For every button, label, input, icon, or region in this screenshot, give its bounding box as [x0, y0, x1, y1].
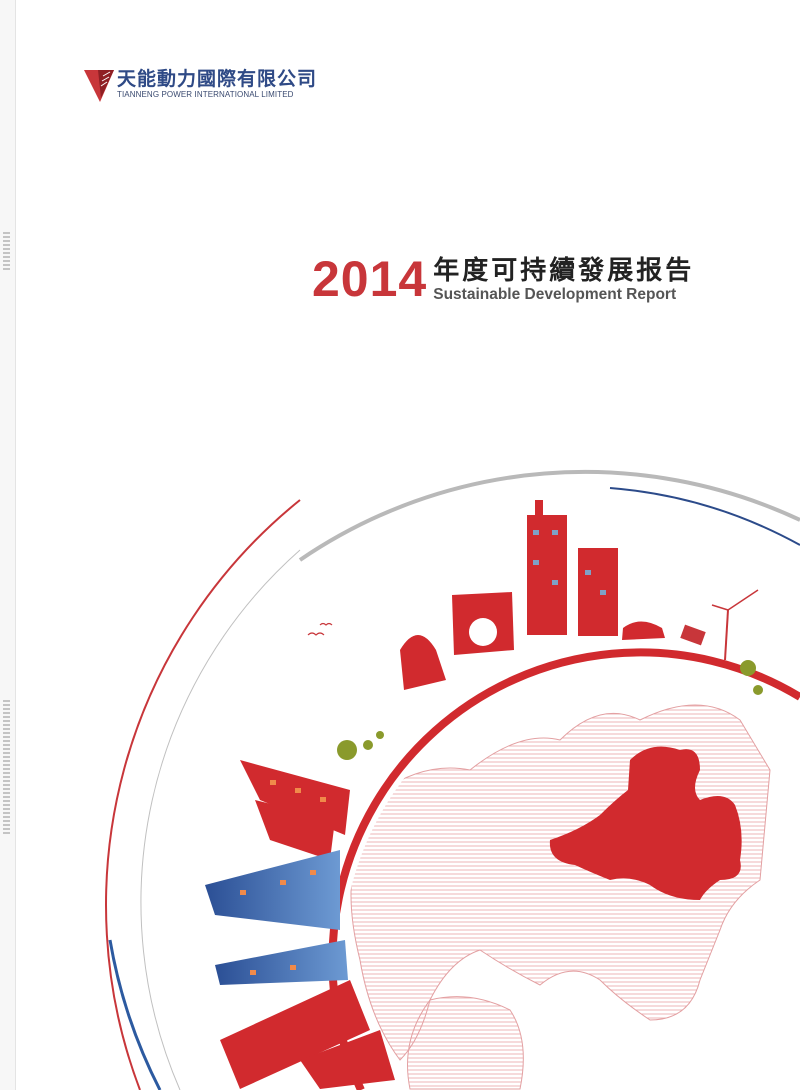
outer-gray-arc [298, 469, 800, 562]
outer-blue-arc [609, 487, 800, 546]
company-logo: 天能動力國際有限公司 TIANNENG POWER INTERNATIONAL … [84, 68, 317, 102]
outer-blue-left-arc [108, 939, 162, 1090]
report-title: 2014 年度可持續發展报告 Sustainable Development R… [312, 254, 694, 304]
spine-text-mark [3, 232, 10, 272]
tianneng-v-logo-icon [84, 70, 114, 102]
company-name-cn: 天能動力國際有限公司 [117, 68, 318, 90]
hotel-building [578, 548, 618, 636]
spine-text-mark [3, 700, 10, 835]
outer-thin-arc [140, 549, 301, 1090]
report-year: 2014 [312, 251, 428, 307]
report-title-cn: 年度可持續發展报告 [433, 256, 695, 286]
red-building [255, 800, 335, 860]
birds-icon [307, 622, 333, 636]
domed-building [400, 635, 446, 690]
blue-building [215, 940, 348, 985]
china-map [549, 746, 742, 900]
car [622, 621, 665, 640]
wind-turbine [724, 609, 729, 661]
company-name-en: TIANNENG POWER INTERNATIONAL LIMITED [117, 90, 294, 99]
buildings-left [205, 760, 395, 1089]
world-map [342, 662, 800, 1090]
report-title-en: Sustainable Development Report [433, 286, 677, 303]
window-tiles [533, 530, 606, 595]
outer-red-arc [105, 499, 301, 1090]
book-spine [0, 0, 16, 1090]
solar-panel [680, 624, 706, 646]
red-building [240, 760, 350, 835]
africa-continent [407, 996, 524, 1090]
red-striped-building [220, 980, 370, 1089]
trees [337, 660, 763, 760]
red-building [300, 1030, 395, 1089]
window-tiles [240, 780, 326, 975]
blue-building [205, 850, 340, 930]
